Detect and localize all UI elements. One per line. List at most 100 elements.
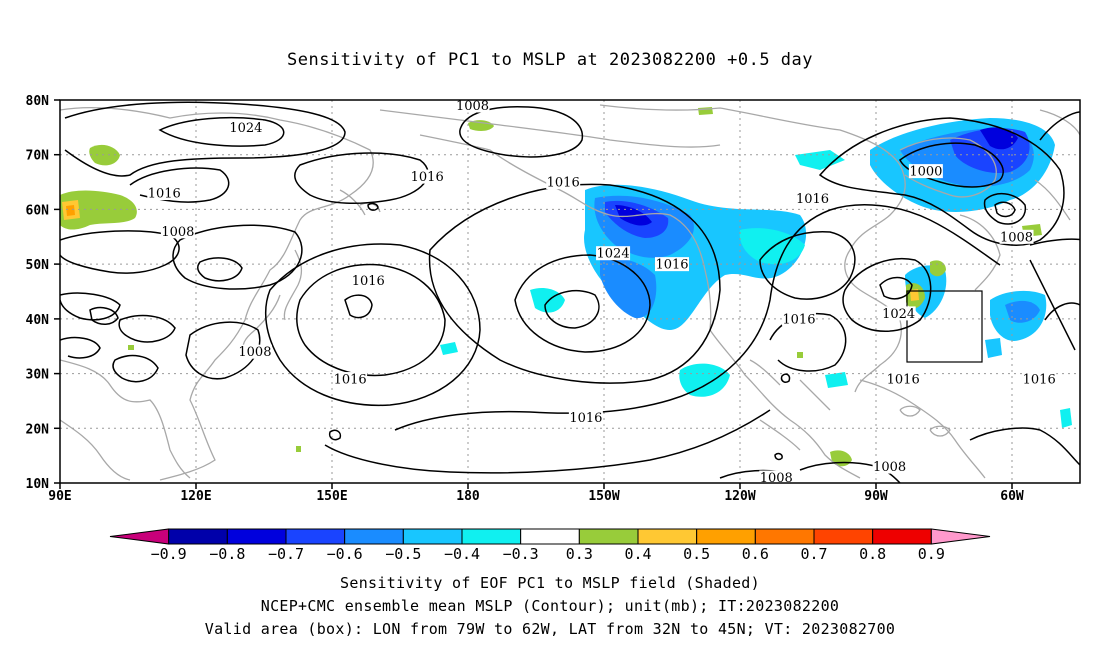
lat-label-40n: 40N	[26, 313, 50, 328]
contour-label-bg	[546, 175, 581, 190]
contour-label: 1016	[796, 192, 829, 207]
colorbar-tick-label: −0.4	[444, 545, 480, 563]
colorbar-swatch	[872, 528, 932, 545]
valid-area-box	[906, 290, 983, 363]
footer-line-2: NCEP+CMC ensemble mean MSLP (Contour); u…	[260, 597, 840, 615]
colorbar-swatch	[637, 528, 698, 545]
lon-label-180: 180	[456, 489, 480, 504]
contour-label-bg	[410, 169, 445, 184]
colorbar-tick-label: 0.8	[859, 545, 886, 563]
contour-label-bg	[872, 459, 907, 474]
lon-label-90w: 90W	[864, 489, 888, 504]
contour-label: 1024	[882, 307, 915, 322]
contour-label-bg	[881, 306, 916, 321]
colorbar-swatch	[520, 528, 580, 545]
contour-label: 1008	[1000, 230, 1033, 245]
colorbar-swatch	[168, 528, 228, 545]
colorbar-swatch	[754, 528, 815, 545]
map-frame	[59, 99, 1081, 484]
contour-label: 1016	[411, 170, 444, 185]
lat-label-70n: 70N	[26, 149, 50, 164]
contour-label: 1024	[597, 247, 630, 262]
contour-label-bg	[1022, 372, 1057, 387]
contour-label-bg	[795, 191, 830, 206]
lat-label-80n: 80N	[26, 94, 50, 109]
contour-label: 1016	[352, 274, 385, 289]
contour-label-group: 1008 1024 1016 1016 1016 1016 1000 1008 1024 1016…	[147, 98, 1057, 486]
footer-line-3: Valid area (box): LON from 79W to 62W, L…	[204, 620, 896, 638]
colorbar: −0.9 −0.8 −0.7 −0.6 −0.5 −0.4 −0.3 0.3 0.4 0.5 0.6…	[109, 528, 991, 563]
lat-label-60n: 60N	[26, 203, 50, 218]
colorbar-tick-label: −0.5	[385, 545, 421, 563]
contour-label: 1016	[887, 373, 920, 388]
contour-label: 1008	[456, 99, 489, 114]
colorbar-tick-label: 0.4	[624, 545, 651, 563]
footer-line-1: Sensitivity of EOF PC1 to MSLP field (Sh…	[340, 574, 760, 592]
contour-label: 1016	[782, 312, 815, 327]
colorbar-min-arrow	[109, 528, 170, 545]
colorbar-tick-label: −0.6	[327, 545, 363, 563]
contour-label-bg	[655, 257, 689, 272]
colorbar-tick-label: 0.3	[566, 545, 593, 563]
contour-label-bg	[781, 311, 816, 326]
colorbar-tick-label: −0.3	[503, 545, 539, 563]
colorbar-swatch	[344, 528, 404, 545]
sensitivity-shading	[60, 107, 1072, 467]
lon-label-90e: 90E	[48, 489, 71, 504]
colorbar-tick-label: −0.9	[151, 545, 187, 563]
contour-label-bg	[886, 372, 921, 387]
grid-lines	[60, 100, 1080, 483]
lon-label-120w: 120W	[724, 489, 755, 504]
contour-label: 1008	[760, 471, 793, 486]
colorbar-tick-label: −0.7	[268, 545, 304, 563]
colorbar-max-arrow	[930, 528, 991, 545]
lat-label-10n: 10N	[26, 477, 50, 492]
contour-label: 1000	[909, 165, 942, 180]
contour-label: 1016	[569, 411, 602, 426]
colorbar-swatch	[285, 528, 346, 545]
contour-label: 1016	[148, 187, 181, 202]
colorbar-swatch	[696, 528, 756, 545]
contour-label-bg	[333, 372, 368, 387]
contour-label: 1016	[547, 176, 580, 191]
colorbar-tick-label: 0.6	[742, 545, 769, 563]
colorbar-tick-label: 0.7	[800, 545, 827, 563]
contour-label: 1008	[873, 460, 906, 475]
contour-label: 1008	[238, 345, 271, 360]
contour-label-bg	[147, 186, 182, 201]
contour-label-bg	[237, 344, 272, 359]
contour-label-bg	[228, 120, 263, 135]
contour-label: 1024	[229, 121, 262, 136]
contour-label-bg	[455, 98, 490, 113]
lat-label-30n: 30N	[26, 368, 50, 383]
colorbar-swatch	[461, 528, 522, 545]
colorbar-swatch	[578, 528, 639, 545]
coastlines	[60, 104, 1080, 481]
contour-label: 1016	[1023, 373, 1056, 388]
colorbar-tick-label: −0.8	[209, 545, 245, 563]
colorbar-swatch	[226, 528, 287, 545]
contour-label: 1016	[655, 258, 688, 273]
lat-label-50n: 50N	[26, 258, 50, 273]
colorbar-tick-label: 0.9	[918, 545, 945, 563]
colorbar-swatch	[402, 528, 463, 545]
lon-label-150w: 150W	[588, 489, 619, 504]
contour-label-bg	[160, 224, 195, 239]
lat-label-20n: 20N	[26, 422, 50, 437]
lon-label-60w: 60W	[1000, 489, 1024, 504]
contour-label-bg	[568, 410, 603, 425]
latitude-labels: 80N 70N 60N 50N 40N 30N 20N 10N	[26, 94, 50, 492]
lon-label-150e: 150E	[316, 489, 347, 504]
tick-marks	[54, 99, 1013, 489]
contour-label-bg	[596, 246, 631, 261]
longitude-labels: 90E 120E 150E 180 150W 120W 90W 60W	[48, 489, 1024, 504]
contour-label-bg	[908, 164, 943, 179]
contour-label-bg	[999, 229, 1034, 244]
colorbar-swatch	[813, 528, 874, 545]
lon-label-120e: 120E	[180, 489, 211, 504]
contour-label-bg	[351, 273, 386, 288]
contour-label: 1008	[161, 225, 194, 240]
map-title: Sensitivity of PC1 to MSLP at 2023082200…	[286, 50, 813, 70]
colorbar-tick-label: 0.5	[683, 545, 710, 563]
